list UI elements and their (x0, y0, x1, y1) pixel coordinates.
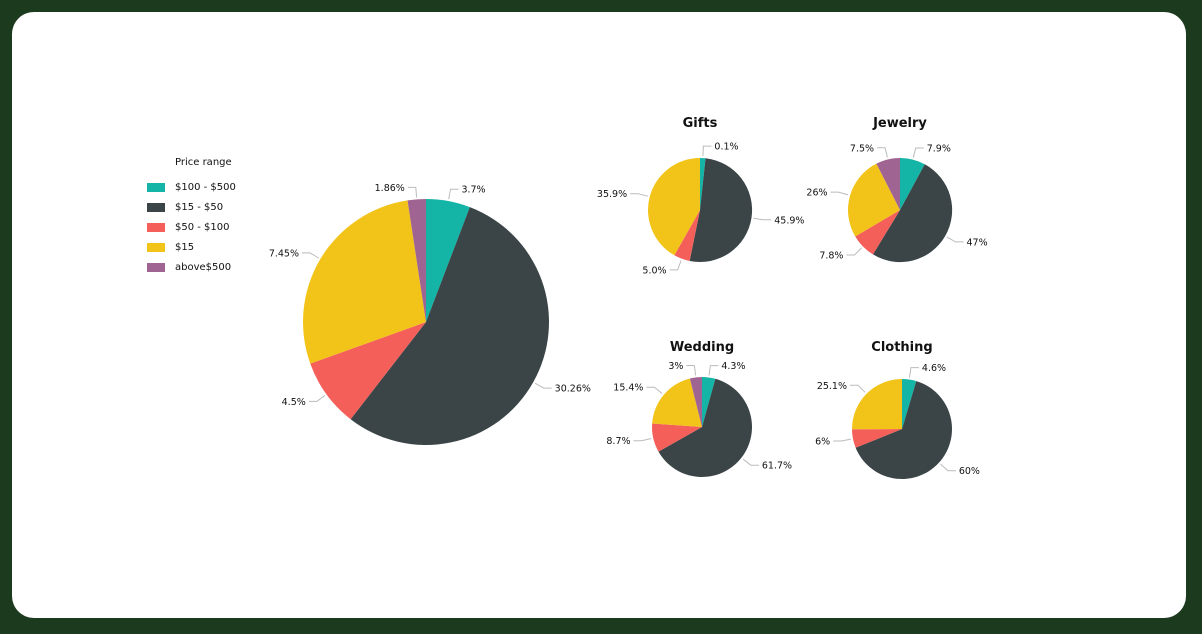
slice-label: 25.1% (817, 381, 847, 392)
legend-item-50-100: $50 - $100 (147, 217, 236, 237)
label-leader-line (708, 365, 719, 376)
legend-item-above-500: above$500 (147, 257, 236, 277)
label-leader-line (742, 458, 759, 466)
label-leader-line (877, 147, 888, 158)
chart-title: Wedding (670, 340, 734, 355)
pie-slice (855, 210, 900, 255)
chart-title: Jewelry (872, 116, 927, 131)
slice-label: 15.4% (613, 383, 643, 394)
slice-label: 4.5% (282, 397, 306, 408)
label-leader-line (686, 365, 697, 376)
slice-label: 3% (668, 361, 683, 372)
pie-slice (303, 200, 426, 364)
legend-label: above$500 (175, 261, 232, 273)
slice-label: 4.3% (721, 361, 745, 372)
legend-swatch (147, 242, 165, 252)
slice-label: 61.7% (762, 461, 792, 472)
legend: Price range $100 - $500 $15 - $50 $50 - … (147, 157, 236, 277)
slice-label: 6% (815, 437, 830, 448)
label-leader-line (407, 186, 418, 198)
slice-label: 8.7% (606, 436, 630, 447)
label-leader-line (448, 188, 459, 200)
pie-slice (876, 158, 900, 210)
pie-slice (851, 378, 902, 430)
label-leader-line (912, 147, 924, 158)
label-leader-line (909, 367, 919, 378)
legend-swatch (147, 262, 165, 272)
pie-slice (847, 163, 900, 237)
legend-label: $15 - $50 (175, 201, 224, 213)
label-leader-line (946, 236, 964, 243)
pie-slice (350, 207, 549, 446)
slice-label: 0.1% (714, 142, 738, 153)
label-leader-line (850, 384, 866, 393)
pie-slice (900, 158, 925, 210)
pie-slice (674, 210, 700, 261)
legend-item-15: $15 (147, 237, 236, 257)
legend-item-15-50: $15 - $50 (147, 197, 236, 217)
pie-slice (702, 376, 716, 427)
slice-label: 3.7% (461, 185, 485, 196)
pie-chart-2: Jewelry 7.9% 47% 7.8% 26% 7.5% (806, 116, 988, 263)
label-leader-line (940, 463, 956, 472)
slice-label: 7.9% (927, 143, 951, 154)
pie-slice (652, 423, 702, 452)
label-leader-line (702, 145, 712, 157)
slice-label: 45.9% (774, 215, 804, 226)
slice-label: 7.5% (850, 143, 874, 154)
pie-slice (852, 429, 902, 448)
label-leader-line (669, 260, 682, 271)
pie-slice (855, 381, 953, 479)
label-leader-line (833, 438, 852, 442)
label-leader-line (846, 247, 862, 256)
slice-label: 7.45% (269, 248, 299, 259)
label-leader-line (308, 395, 326, 402)
pie-chart-4: Clothing 4.6% 60% 6% 25.1% (815, 340, 980, 479)
pie-slice (652, 378, 702, 427)
label-leader-line (633, 438, 652, 442)
label-leader-line (753, 217, 772, 221)
pie-chart-1: Gifts 0.1% 45.9% 5.0% 35.9% (597, 116, 805, 276)
slice-label: 26% (806, 188, 827, 199)
slice-label: 35.9% (597, 189, 627, 200)
slice-label: 7.8% (819, 250, 843, 261)
legend-swatch (147, 182, 165, 192)
slice-label: 30.26% (555, 384, 591, 395)
slice-label: 47% (966, 237, 987, 248)
slice-label: 5.0% (642, 265, 666, 276)
label-leader-line (534, 382, 552, 389)
chart-title: Clothing (871, 340, 932, 355)
chart-card: Price range $100 - $500 $15 - $50 $50 - … (12, 12, 1186, 618)
pie-slice (700, 158, 706, 210)
slice-label: 4.6% (922, 363, 946, 374)
legend-item-100-500: $100 - $500 (147, 177, 236, 197)
chart-title: Gifts (683, 116, 718, 131)
label-leader-line (630, 193, 648, 197)
pie-chart-0: 3.7% 30.26% 4.5% 7.45% 1.86% (269, 183, 591, 446)
pie-slice (658, 378, 752, 477)
pie-slice (407, 199, 426, 322)
pie-slice (310, 322, 426, 420)
label-leader-line (830, 191, 849, 196)
pie-slice (648, 158, 700, 256)
pie-slice (426, 199, 470, 322)
label-leader-line (646, 386, 663, 394)
legend-label: $15 (175, 241, 195, 253)
pie-chart-3: Wedding 4.3% 61.7% 8.7% 15.4% 3% (606, 340, 792, 477)
legend-label: $50 - $100 (175, 221, 230, 233)
pie-slice (872, 164, 953, 263)
pie-slice (689, 377, 702, 427)
slice-label: 60% (959, 466, 980, 477)
pie-slice (902, 379, 917, 429)
legend-title: Price range (175, 157, 232, 168)
label-leader-line (302, 252, 319, 259)
legend-swatch (147, 222, 165, 232)
pie-charts: 3.7% 30.26% 4.5% 7.45% 1.86% Gifts 0.1% 45.9% 5.… (269, 116, 988, 479)
slice-label: 1.86% (375, 183, 405, 194)
legend-swatch (147, 202, 165, 212)
legend-label: $100 - $500 (175, 181, 236, 193)
pie-slice (689, 158, 753, 263)
